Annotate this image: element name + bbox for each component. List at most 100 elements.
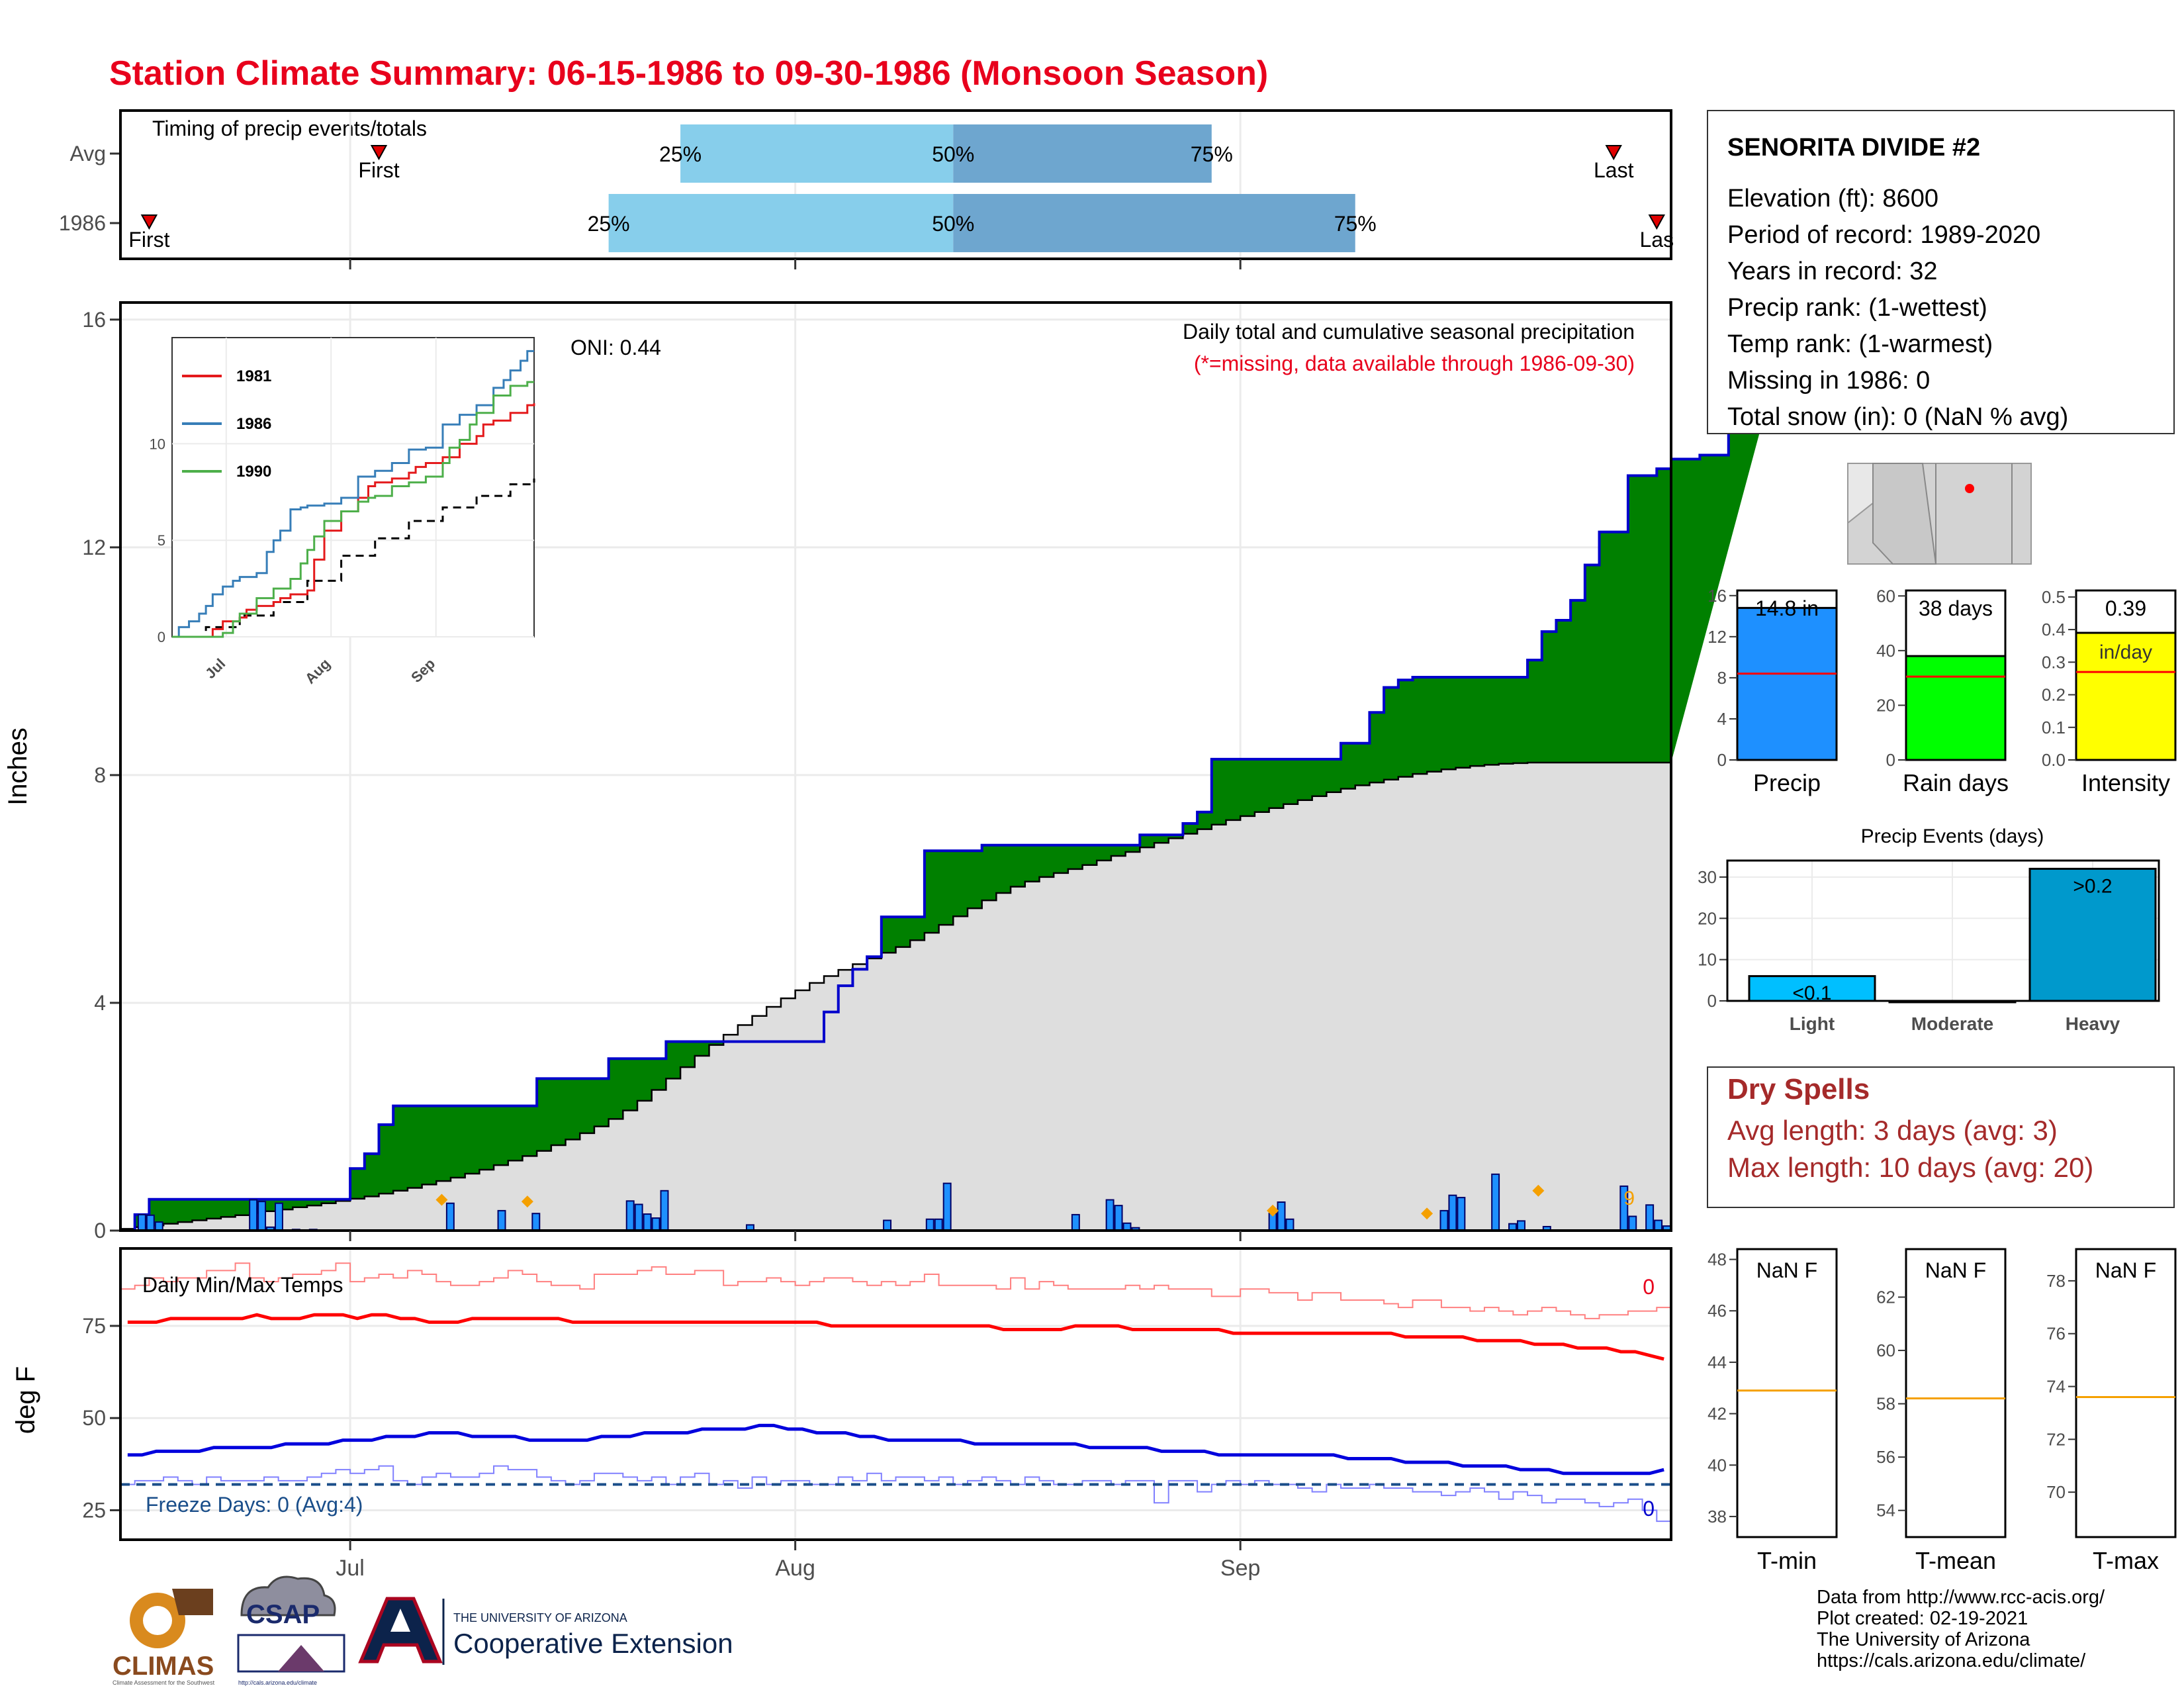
summary-ytick-label: 4 (1717, 709, 1727, 729)
oni-label: ONI: 0.44 (570, 336, 661, 359)
daily-precip-bar (257, 1201, 267, 1232)
daily-precip-bar (531, 1213, 541, 1231)
temp-ylabel: deg F (11, 1366, 40, 1434)
daily-precip-bar (660, 1190, 669, 1231)
daily-precip-bar (1114, 1205, 1123, 1231)
summary-value-label: 38 days (1919, 596, 1993, 620)
daily-precip-bar (883, 1219, 892, 1232)
page-title: Station Climate Summary: 06-15-1986 to 0… (109, 54, 1268, 93)
daily-precip-bar (497, 1209, 506, 1232)
last-event-label: Las (1640, 228, 1674, 252)
daily-precip-bar (1628, 1215, 1637, 1232)
temp-box-value: NaN F (1925, 1258, 1986, 1282)
events-category-label: Moderate (1911, 1013, 1993, 1034)
temp-box-name: T-min (1757, 1547, 1817, 1574)
station-info-line: Precip rank: (1-wettest) (1727, 294, 1987, 322)
summary-ytick-label: 16 (1707, 586, 1727, 606)
events-bar-label: >0.2 (2073, 875, 2112, 897)
temp-panel: 25 50 75 Daily Min/Max Temps Freeze Days: … (11, 1247, 1672, 1541)
summary-bar-name: Rain days (1903, 769, 2009, 796)
location-map (1847, 463, 2032, 565)
inset-ytick-label: 10 (150, 436, 165, 452)
climas-logo: CLIMAS Climate Assessment for the Southw… (113, 1589, 215, 1686)
temp-box-name: T-max (2093, 1547, 2159, 1574)
summary-value-label: 14.8 in (1755, 596, 1819, 620)
daily-precip-bar (1285, 1218, 1295, 1231)
temp-box-ytick-label: 62 (1876, 1288, 1895, 1307)
daily-precip-bar (925, 1218, 934, 1231)
daily-precip-bar (1491, 1173, 1500, 1232)
precip-caption-missing: (*=missing, data available through 1986-… (1194, 352, 1635, 375)
precip-frame (119, 301, 1672, 1232)
summary-ytick-label: 0.3 (2042, 652, 2066, 672)
temp-box-name: T-mean (1915, 1547, 1996, 1574)
temp-box-ytick-label: 46 (1707, 1301, 1727, 1321)
events-ytick-label: 10 (1698, 950, 1717, 970)
station-info-line: Temp rank: (1-warmest) (1727, 330, 1993, 358)
temp-frame (119, 1247, 1672, 1541)
events-frame (1726, 859, 2160, 1002)
min-count-label: 0 (1643, 1497, 1655, 1521)
temp-box-value: NaN F (2095, 1258, 2156, 1282)
station-lines: Elevation (ft): 8600 Period of record: 19… (1727, 185, 2068, 431)
credits: Data from http://www.rcc-acis.org/Plot c… (1817, 1587, 2105, 1671)
daily-precip-bar (1516, 1220, 1525, 1232)
daily-precip-bar (651, 1217, 660, 1231)
daily-precip-bar (1105, 1199, 1115, 1231)
precip-ytick-label: 16 (82, 308, 106, 332)
avg-min-temp-line (127, 1423, 1664, 1476)
inset-legend-label: 1981 (236, 367, 271, 385)
timing-title: Timing of precip events/totals (152, 117, 427, 140)
summary-ytick-label: 60 (1876, 586, 1895, 606)
temp-lines (120, 1262, 1671, 1523)
summary-ytick-label: 0.0 (2042, 750, 2066, 770)
freeze-days-label: Freeze Days: 0 (Avg:4) (146, 1493, 363, 1517)
x-tick-label: Jul (336, 1556, 364, 1581)
daily-precip-bar (934, 1218, 943, 1231)
first-event-label: First (128, 228, 169, 252)
timing-q50-label: 50% (932, 212, 974, 236)
climas-logo-mark (172, 1589, 213, 1615)
station-name: SENORITA DIVIDE #2 (1727, 134, 1980, 162)
daily-precip-bar (1457, 1197, 1466, 1232)
daily-precip-bar (634, 1203, 643, 1231)
summary-ytick-label: 0.4 (2042, 620, 2066, 639)
precip-panel: 0 4 8 12 16 Inches Daily total and cumulativ… (3, 301, 1772, 1243)
inset-series-line (172, 350, 534, 638)
summary-bar-fill (1905, 655, 2007, 761)
last-event-marker (1648, 214, 1666, 230)
summary-ytick-label: 0 (1886, 750, 1895, 770)
last-event-label: Last (1594, 158, 1634, 182)
events-ytick-label: 30 (1698, 867, 1717, 887)
daily-precip-bar (1448, 1194, 1457, 1231)
csap-url: http://cals.arizona.edu/climate (238, 1679, 317, 1686)
temp-box-ytick-label: 42 (1707, 1404, 1727, 1424)
timing-row-label: 1986 (59, 211, 106, 235)
summary-bar-name: Precip (1753, 769, 1821, 796)
summary-bars: 0 4 8 12 16 14.8 in Precip 0 20 40 60 38 days Rain d… (1707, 586, 2177, 796)
avg-max-temp-line (127, 1313, 1664, 1361)
temp-box-ytick-label: 40 (1707, 1455, 1727, 1475)
climas-logo-center (143, 1606, 172, 1635)
temp-box-ytick-label: 78 (2046, 1271, 2066, 1291)
summary-value-label: 0.39 (2105, 596, 2146, 620)
timing-q50-q75-bar (953, 124, 1212, 183)
csap-cloud-icon (240, 1575, 336, 1617)
dry-spells-box: Dry Spells Avg length: 3 days (avg: 3) M… (1707, 1066, 2175, 1208)
daily-precip-bar (1439, 1209, 1449, 1232)
temp-box-frame (1736, 1248, 1838, 1538)
x-tick-label: Sep (1220, 1556, 1261, 1581)
events-bar (1748, 975, 1876, 1002)
x-axis: Jul Aug Sep (336, 259, 1260, 1581)
daily-precip-bar (1654, 1219, 1663, 1232)
temp-box-ytick-label: 56 (1876, 1447, 1895, 1467)
summary-ytick-label: 20 (1876, 695, 1895, 715)
timing-frame-top (119, 109, 1672, 260)
credit-line: The University of Arizona (1817, 1629, 2030, 1650)
cumulative-precip-line (120, 387, 1772, 1232)
first-event-label: First (358, 158, 399, 182)
temp-box-ytick-label: 60 (1876, 1340, 1895, 1360)
inset-series-line (172, 381, 534, 638)
precip-caption: Daily total and cumulative seasonal prec… (1183, 320, 1635, 344)
